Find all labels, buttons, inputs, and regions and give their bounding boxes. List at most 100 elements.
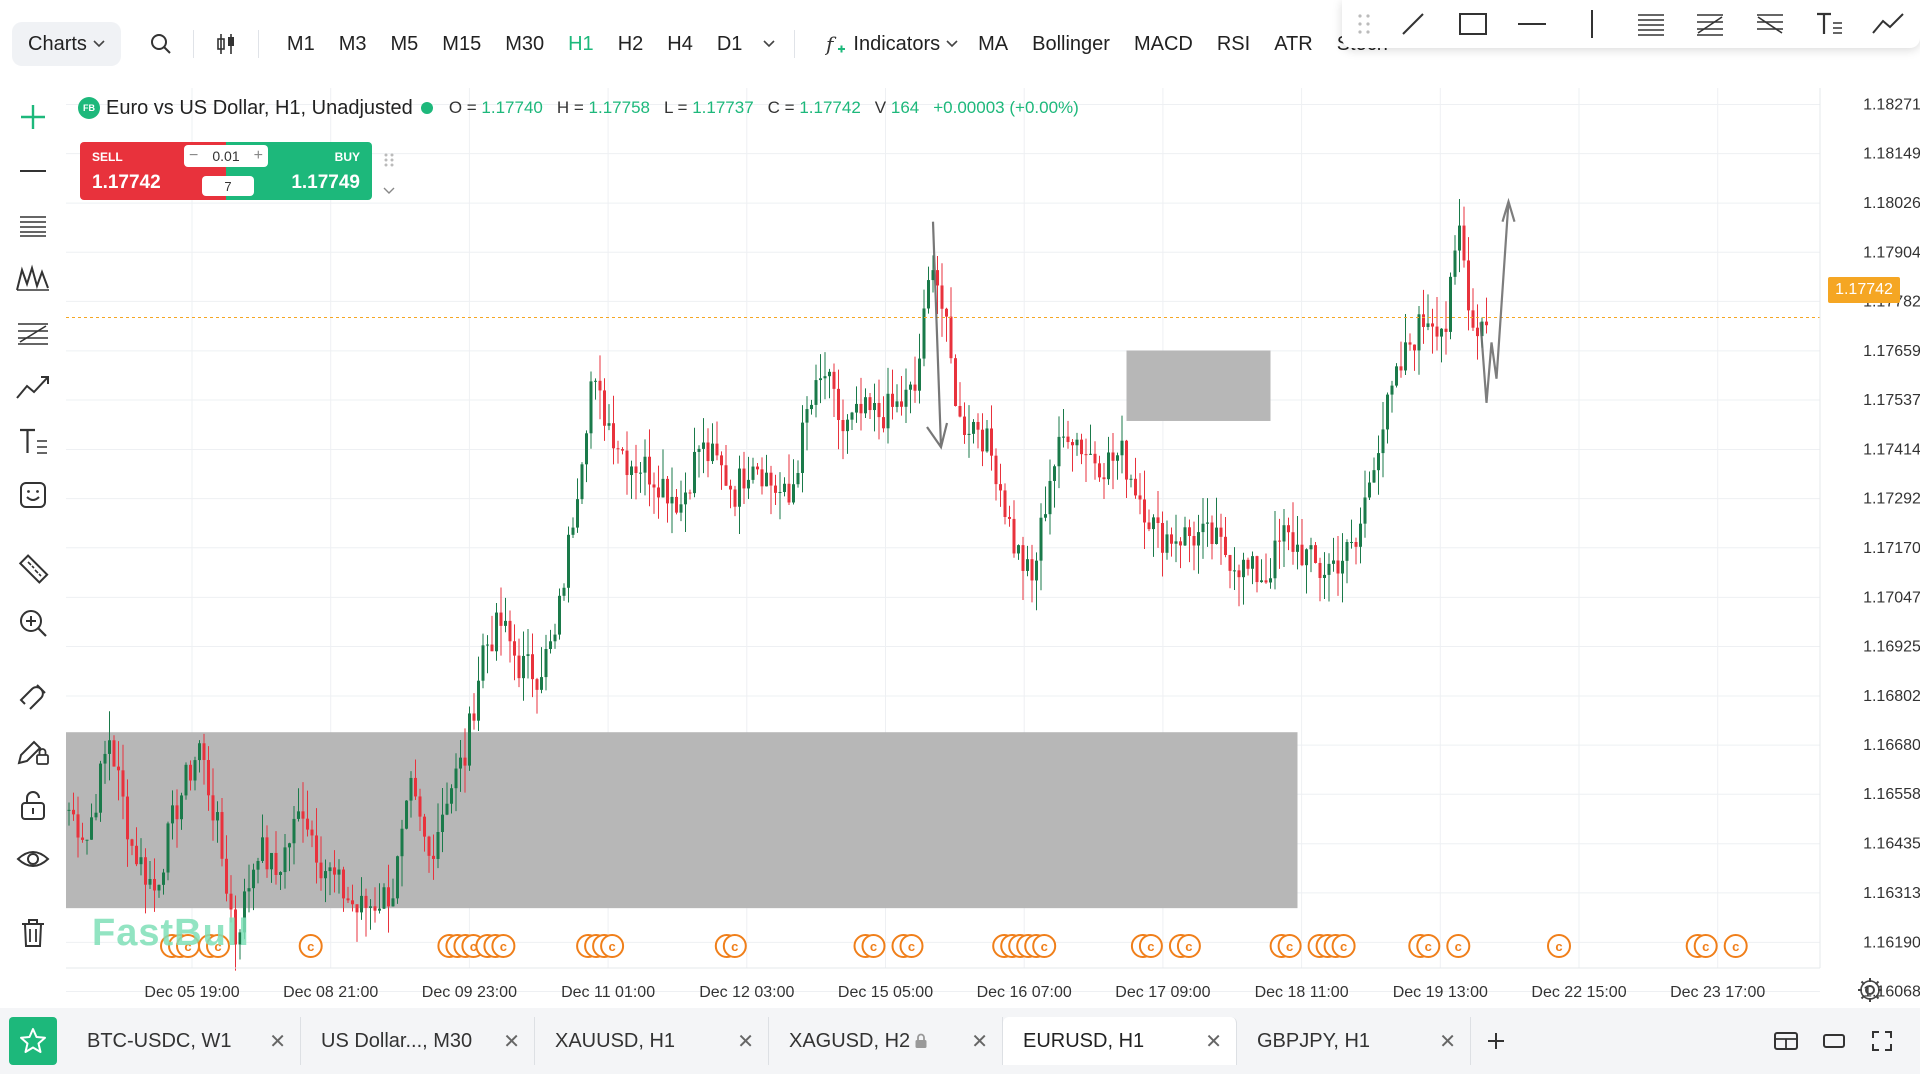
unlock-tool[interactable]: [8, 780, 58, 830]
indicators-button[interactable]: f Indicators: [825, 32, 958, 56]
drag-handle[interactable]: [1354, 4, 1374, 44]
fullscreen-button[interactable]: [1866, 1025, 1898, 1057]
indicator-macd[interactable]: MACD: [1133, 32, 1193, 55]
chart-tab[interactable]: XAGUSD, H2 ✕: [769, 1017, 1003, 1065]
down-arrow-drawing[interactable]: [926, 221, 949, 450]
chart-canvas[interactable]: 1.182711.181491.180261.179041.177821.176…: [66, 88, 1920, 1008]
brand-watermark: FastBull: [92, 912, 250, 954]
line-tool[interactable]: [8, 146, 58, 196]
event-marker[interactable]: c: [1416, 934, 1441, 958]
indicator-ma[interactable]: MA: [978, 32, 1009, 55]
event-marker[interactable]: c: [1138, 934, 1163, 958]
chart-tab[interactable]: EURUSD, H1 ✕: [1003, 1017, 1237, 1065]
channel-tool[interactable]: [8, 200, 58, 250]
chart-tab[interactable]: BTC-USDC, W1 ✕: [67, 1017, 301, 1065]
timeframe-m5[interactable]: M5: [390, 32, 419, 55]
close-tab-icon[interactable]: ✕: [737, 1030, 754, 1053]
candle-body: [121, 770, 125, 797]
event-marker[interactable]: c: [1032, 934, 1057, 958]
quantity-field[interactable]: 7: [202, 176, 254, 196]
event-marker[interactable]: c: [1693, 934, 1718, 958]
chevron-down-icon[interactable]: [383, 187, 395, 195]
close-tab-icon[interactable]: ✕: [1205, 1030, 1222, 1053]
chart-tab[interactable]: US Dollar..., M30 ✕: [301, 1017, 535, 1065]
more-timeframes-button[interactable]: [754, 40, 784, 48]
favorites-button[interactable]: [9, 1017, 57, 1065]
visibility-tool[interactable]: [8, 834, 58, 884]
lot-increase-button[interactable]: +: [253, 147, 263, 164]
resistance-zone-rect[interactable]: [1126, 350, 1271, 421]
timeframe-h4[interactable]: H4: [667, 32, 693, 55]
add-tab-button[interactable]: [1471, 1017, 1521, 1065]
time-axis[interactable]: Dec 05 19:00 Dec 08 21:00 Dec 09 23:00 Dec …: [66, 967, 1820, 1001]
event-marker[interactable]: c: [1547, 934, 1571, 958]
event-marker[interactable]: c: [600, 934, 625, 958]
vertical-line-tool[interactable]: [1572, 4, 1611, 44]
chart-tab[interactable]: GBPJPY, H1 ✕: [1237, 1017, 1471, 1065]
event-marker[interactable]: c: [1277, 934, 1302, 958]
lot-decrease-button[interactable]: −: [189, 147, 199, 164]
candlestick: [679, 480, 683, 522]
chart-type-button[interactable]: [204, 22, 248, 66]
fib-channel-tool[interactable]: [1750, 4, 1789, 44]
lock-drawings-tool[interactable]: [8, 726, 58, 776]
search-button[interactable]: [139, 22, 183, 66]
support-zone-rect[interactable]: [66, 732, 1298, 909]
parallel-channel-tool[interactable]: [1631, 4, 1670, 44]
fib-retracement-tool[interactable]: [1691, 4, 1730, 44]
price-scale[interactable]: 1.182711.181491.180261.179041.177821.176…: [1819, 88, 1920, 1000]
event-marker[interactable]: c: [1446, 934, 1471, 958]
rectangle-tool[interactable]: [1453, 4, 1492, 44]
economic-event-markers[interactable]: cccccccccccccccccccccccccccccccccccccccc…: [160, 934, 1748, 958]
gear-icon[interactable]: [1856, 976, 1884, 1004]
trade-widget: SELL 1.17742 BUY 1.17749 − 0.01 + 7: [80, 142, 402, 204]
sticker-tool[interactable]: [8, 470, 58, 520]
charts-menu-button[interactable]: Charts: [12, 22, 121, 66]
text-tool[interactable]: [1809, 4, 1848, 44]
event-marker[interactable]: c: [861, 934, 886, 958]
close-tab-icon[interactable]: ✕: [503, 1030, 520, 1053]
text-tool-left[interactable]: [8, 416, 58, 466]
layout-button[interactable]: [1770, 1025, 1802, 1057]
crosshair-tool[interactable]: [8, 92, 58, 142]
trend-line-tool[interactable]: [1394, 4, 1433, 44]
path-tool[interactable]: [1869, 4, 1908, 44]
close-tab-icon[interactable]: ✕: [1439, 1030, 1456, 1053]
timeframe-h1[interactable]: H1: [568, 32, 594, 55]
event-marker[interactable]: c: [1331, 934, 1356, 958]
trend-tool[interactable]: [8, 362, 58, 412]
pattern-tool[interactable]: [8, 254, 58, 304]
event-marker[interactable]: c: [722, 934, 747, 958]
price-chart[interactable]: 1.182711.181491.180261.179041.177821.176…: [66, 88, 1920, 1008]
timeframe-d1[interactable]: D1: [716, 32, 743, 55]
event-marker[interactable]: c: [1723, 934, 1748, 958]
event-marker[interactable]: c: [491, 934, 516, 958]
window-button[interactable]: [1818, 1025, 1850, 1057]
timeframe-m1[interactable]: M1: [286, 32, 315, 55]
close-tab-icon[interactable]: ✕: [269, 1030, 286, 1053]
indicator-bollinger[interactable]: Bollinger: [1032, 32, 1110, 55]
up-arrow-drawing[interactable]: [1479, 197, 1516, 403]
lot-size-stepper[interactable]: − 0.01 +: [184, 145, 268, 167]
magnet-tool[interactable]: [8, 672, 58, 722]
fib-tool[interactable]: [8, 308, 58, 358]
event-marker[interactable]: c: [298, 934, 323, 958]
measure-tool[interactable]: [8, 544, 58, 594]
event-marker[interactable]: c: [1176, 934, 1201, 958]
event-marker[interactable]: c: [899, 934, 924, 958]
drag-handle-icon[interactable]: [383, 152, 395, 168]
timeframe-m3[interactable]: M3: [338, 32, 367, 55]
zoom-in-tool[interactable]: [8, 598, 58, 648]
delete-drawings-tool[interactable]: [8, 908, 58, 958]
symbol-title[interactable]: Euro vs US Dollar, H1, Unadjusted: [106, 96, 413, 119]
event-marker[interactable]: c: [206, 934, 230, 958]
chart-tab[interactable]: XAUUSD, H1 ✕: [535, 1017, 769, 1065]
close-tab-icon[interactable]: ✕: [971, 1030, 988, 1053]
candle-body: [396, 856, 399, 899]
timeframe-h2[interactable]: H2: [617, 32, 644, 55]
timeframe-m15[interactable]: M15: [442, 32, 482, 55]
indicator-atr[interactable]: ATR: [1274, 32, 1313, 55]
timeframe-m30[interactable]: M30: [505, 32, 545, 55]
indicator-rsi[interactable]: RSI: [1216, 32, 1251, 55]
horizontal-line-tool[interactable]: [1512, 4, 1551, 44]
